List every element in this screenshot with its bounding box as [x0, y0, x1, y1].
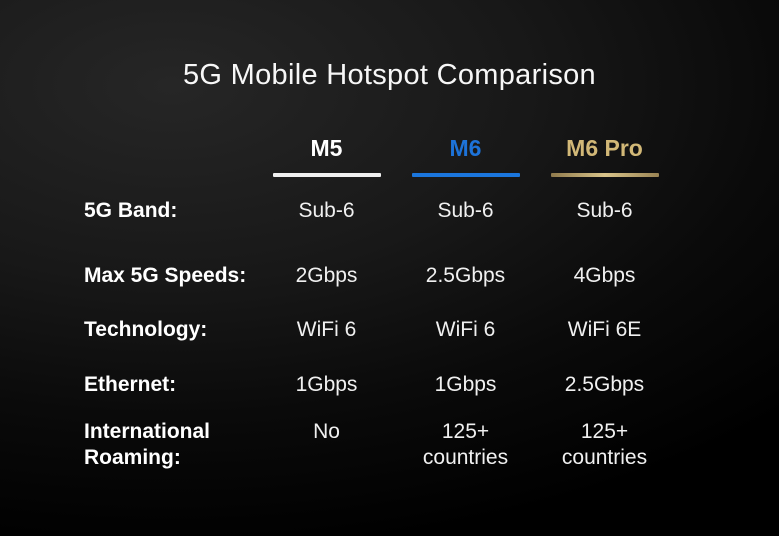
m5-accent-underline: [272, 173, 381, 177]
table-cell: Sub-6: [437, 199, 494, 222]
row-label: International Roaming:: [84, 420, 211, 469]
table-cell: Sub-6: [298, 199, 355, 222]
table-header-row: M5 M6 M6 Pro: [84, 134, 674, 177]
table-row-technology: Technology: WiFi 6 WiFi 6 WiFi 6E: [84, 317, 674, 343]
column-title-m6: M6: [449, 135, 482, 161]
column-title-m5: M5: [310, 135, 343, 161]
table-row-max-5g-speeds: Max 5G Speeds: 2Gbps 2.5Gbps 4Gbps: [84, 263, 674, 289]
table-row-5g-band: 5G Band: Sub-6 Sub-6 Sub-6: [84, 198, 674, 224]
comparison-table: M5 M6 M6 Pro 5G Band: Sub-6 Sub-6 Sub-6 …: [84, 134, 674, 471]
row-label: Max 5G Speeds:: [84, 264, 247, 287]
table-row-international-roaming: International Roaming: No 125+ countries…: [84, 419, 674, 471]
table-cell: WiFi 6: [296, 318, 357, 341]
row-label: Technology:: [84, 318, 208, 341]
table-cell: 125+ countries: [561, 420, 648, 469]
page-title: 5G Mobile Hotspot Comparison: [183, 59, 596, 91]
column-header-m6: M6: [396, 134, 535, 177]
row-label: 5G Band:: [84, 199, 178, 222]
table-row-ethernet: Ethernet: 1Gbps 1Gbps 2.5Gbps: [84, 372, 674, 398]
column-header-m5: M5: [257, 134, 396, 177]
column-title-m6-pro: M6 Pro: [566, 135, 643, 161]
table-cell: 1Gbps: [434, 373, 497, 396]
table-cell: 2Gbps: [295, 264, 358, 287]
m6-pro-accent-underline: [550, 173, 659, 177]
table-cell: WiFi 6: [435, 318, 496, 341]
table-cell: WiFi 6E: [567, 318, 642, 341]
table-cell: 125+ countries: [422, 420, 509, 469]
table-cell: 2.5Gbps: [425, 264, 506, 287]
column-header-m6-pro: M6 Pro: [535, 134, 674, 177]
table-cell: Sub-6: [576, 199, 633, 222]
row-label: Ethernet:: [84, 373, 177, 396]
table-cell: 1Gbps: [295, 373, 358, 396]
m6-accent-underline: [411, 173, 520, 177]
table-cell: No: [313, 420, 340, 443]
table-cell: 2.5Gbps: [564, 373, 645, 396]
table-cell: 4Gbps: [573, 264, 636, 287]
